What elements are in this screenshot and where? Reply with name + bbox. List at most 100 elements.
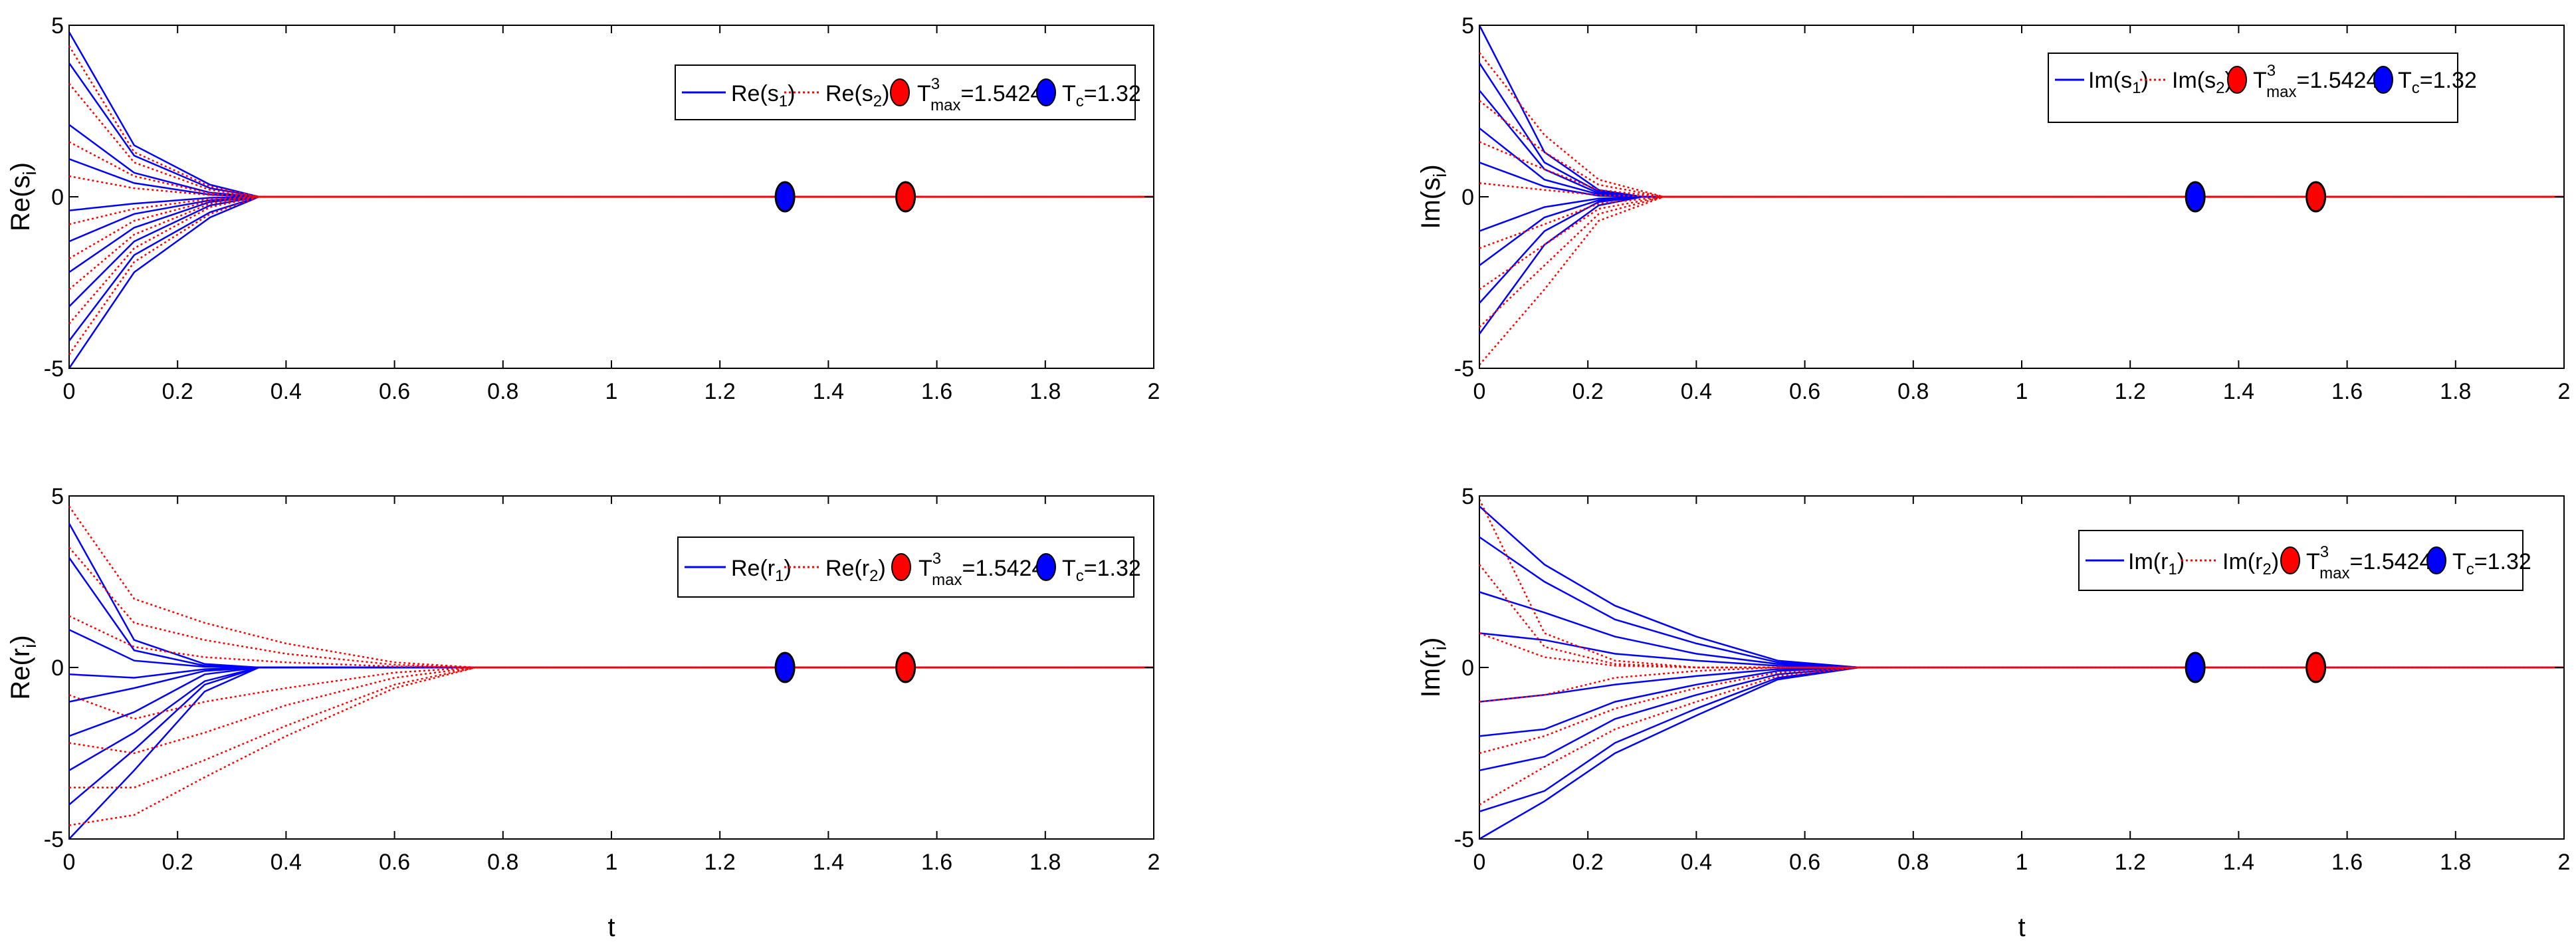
legend-marker-tmax [2280,546,2300,574]
series-line-1-8 [1479,666,2564,812]
y-tick-label: 5 [51,484,64,509]
series-line-1-9 [1478,195,2564,335]
legend-label-2: Re(s2) [825,81,889,110]
y-tick-label: -5 [44,827,64,852]
x-tick-label: 2 [1148,850,1160,875]
legend-label-tc: Tc=1.32 [2398,68,2477,97]
x-tick-label: 1.6 [921,379,952,404]
legend-label-tmax: T3 max=1.5424 [2306,543,2432,582]
time-marker-2 [2306,652,2327,683]
panel-re-r: 0 0.2 0.4 0.6 0.8 1 1.2 1.4 1.6 1.8 2-505 Re(ri) t… [6,484,1160,942]
x-tick-label: 0.6 [1789,379,1820,404]
x-tick-label: 1.4 [2223,379,2254,404]
legend-label-tc: Tc=1.32 [1062,556,1141,585]
series-line-2-9 [68,195,1154,356]
legend-box [2078,530,2523,591]
series-line-1-7 [1479,666,2564,772]
x-tick-label: 2 [1148,379,1160,404]
series-line-1-6 [68,195,1154,243]
series-line-1-9 [68,195,1154,342]
series-line-2-1 [1479,52,2564,198]
series-line-1-6 [1479,666,2564,737]
time-marker-2 [895,181,916,213]
legend-label-tmax: T3 max=1.5424 [918,550,1044,589]
x-tick-label: 1.8 [1029,379,1061,404]
series-line-2-2 [68,546,1154,669]
x-tick-label: 1.2 [704,379,736,404]
series-line-2-5 [1479,195,2564,249]
x-tick-label: 1.2 [2115,850,2146,875]
y-axis-label: Im(ri) [1416,638,1450,698]
time-marker-1 [774,181,796,213]
x-tick-label: 1.8 [2440,379,2471,404]
x-tick-label: 0.8 [1897,850,1929,875]
series-line-1-9 [68,666,1154,840]
y-tick-label: 0 [1461,655,1474,681]
legend: Im(r1) Im(r2) T3 max=1.5424 Tc=1.32 [2078,530,2531,591]
y-axis-label: Im(si) [1416,164,1450,229]
panel-re-s: 0 0.2 0.4 0.6 0.8 1 1.2 1.4 1.6 1.8 2-505 Re(si) R… [6,13,1160,404]
y-axis-label: Re(ri) [6,635,40,699]
series-line-2-8 [1479,195,2564,366]
x-tick-label: 1.4 [813,379,844,404]
legend-marker-tmax [2227,66,2247,94]
x-tick-label: 0.6 [379,379,410,404]
x-tick-label: 1.6 [2331,850,2363,875]
series-line-2-3 [1479,141,2564,198]
series-line-1-7 [68,666,1154,771]
x-tick-label: 1.4 [2223,850,2254,875]
x-tick-label: 0 [1473,850,1486,875]
legend-label-tmax: T3 max=1.5424 [2253,62,2379,101]
series-line-2-6 [68,195,1154,259]
series-line-1-7 [1479,195,2564,267]
series-line-1-10 [68,195,1154,369]
y-tick-label: 5 [51,13,64,39]
series-line-2-1 [68,505,1154,669]
legend: Re(r1) Re(r2) T3 max=1.5424 Tc=1.32 [677,536,1141,598]
series-line-1-8 [1479,195,2564,304]
x-tick-label: 0.2 [162,850,193,875]
x-tick-label: 1 [605,850,618,875]
legend-label-1: Re(s1) [731,81,795,110]
x-axis-label: t [607,913,615,942]
series-line-1-3 [68,629,1154,669]
x-tick-label: 1 [605,379,618,404]
y-tick-label: 0 [51,655,64,681]
x-tick-label: 0.2 [162,379,193,404]
x-tick-label: 1 [2016,850,2028,875]
y-tick-label: 5 [1461,484,1474,509]
x-tick-label: 1.2 [704,850,736,875]
x-tick-label: 0.8 [1897,379,1929,404]
x-tick-label: 1.8 [1029,850,1061,875]
series-line-1-3 [68,124,1154,198]
y-tick-label: -5 [44,356,64,382]
series-line-2-7 [1479,195,2564,328]
legend-marker-tc [2373,66,2393,94]
y-tick-label: 0 [51,185,64,210]
series-line-1-6 [68,666,1154,737]
x-tick-label: 2 [2558,850,2571,875]
legend-label-1: Re(r1) [731,556,792,585]
x-tick-label: 0.4 [270,850,302,875]
series-line-2-4 [68,175,1154,198]
series-line-2-3 [68,615,1154,669]
x-tick-label: 1.8 [2440,850,2471,875]
x-tick-label: 0.8 [487,379,518,404]
x-tick-label: 0.6 [1789,850,1820,875]
series-line-2-6 [1479,666,2564,806]
time-marker-2 [895,652,916,683]
time-marker-2 [2306,181,2327,213]
series-line-1-4 [1479,127,2564,198]
series-line-2-6 [69,666,1154,788]
legend-label-2: Im(r2) [2222,549,2279,578]
legend-marker-tmax [891,553,911,581]
series-line-2-5 [1479,666,2564,755]
legend-marker-tmax [890,78,910,106]
legend-marker-tc [2426,546,2446,574]
x-tick-label: 0.4 [270,379,302,404]
x-tick-label: 0.2 [1572,379,1604,404]
y-tick-label: 0 [1461,185,1474,210]
x-tick-label: 0.4 [1681,379,1712,404]
